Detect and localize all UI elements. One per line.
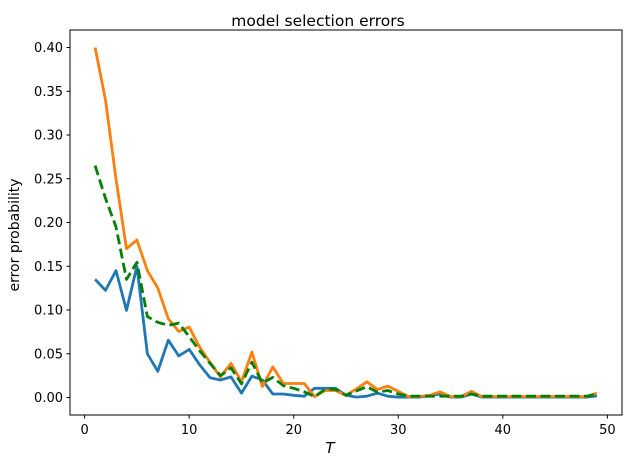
y-axis-label: error probability [7, 178, 23, 291]
green-dashed-line [93, 165, 598, 399]
y-axis-tick-label: 0.10 [34, 304, 63, 319]
y-axis-tick-label: 0.40 [34, 41, 63, 56]
y-axis-tick-label: 0.35 [34, 85, 63, 100]
y-axis-tick-label: 0.00 [34, 391, 63, 406]
x-axis-tick-label: 40 [495, 423, 512, 438]
x-axis-label: T [325, 439, 336, 457]
y-axis-tick-label: 0.20 [34, 216, 63, 231]
y-axis-tick-label: 0.25 [34, 172, 63, 187]
y-axis-tick-label: 0.15 [34, 260, 63, 275]
chart-title: model selection errors [231, 12, 404, 30]
x-axis-tick-label: 10 [181, 423, 198, 438]
y-axis-tick-label: 0.05 [34, 347, 63, 362]
axes-frame [69, 29, 623, 416]
plot-area: 0 10 20 30 40 50 0.00 0.05 0.10 0.15 0.20 0.25 0.30 0… [34, 29, 623, 438]
y-axis-tick-label: 0.30 [34, 129, 63, 144]
x-axis-tick-label: 30 [390, 423, 407, 438]
x-axis-tick-label: 0 [80, 423, 88, 438]
blue-solid-line [94, 264, 598, 399]
x-axis-tick-label: 20 [285, 423, 302, 438]
x-axis-tick-label: 50 [599, 423, 616, 438]
